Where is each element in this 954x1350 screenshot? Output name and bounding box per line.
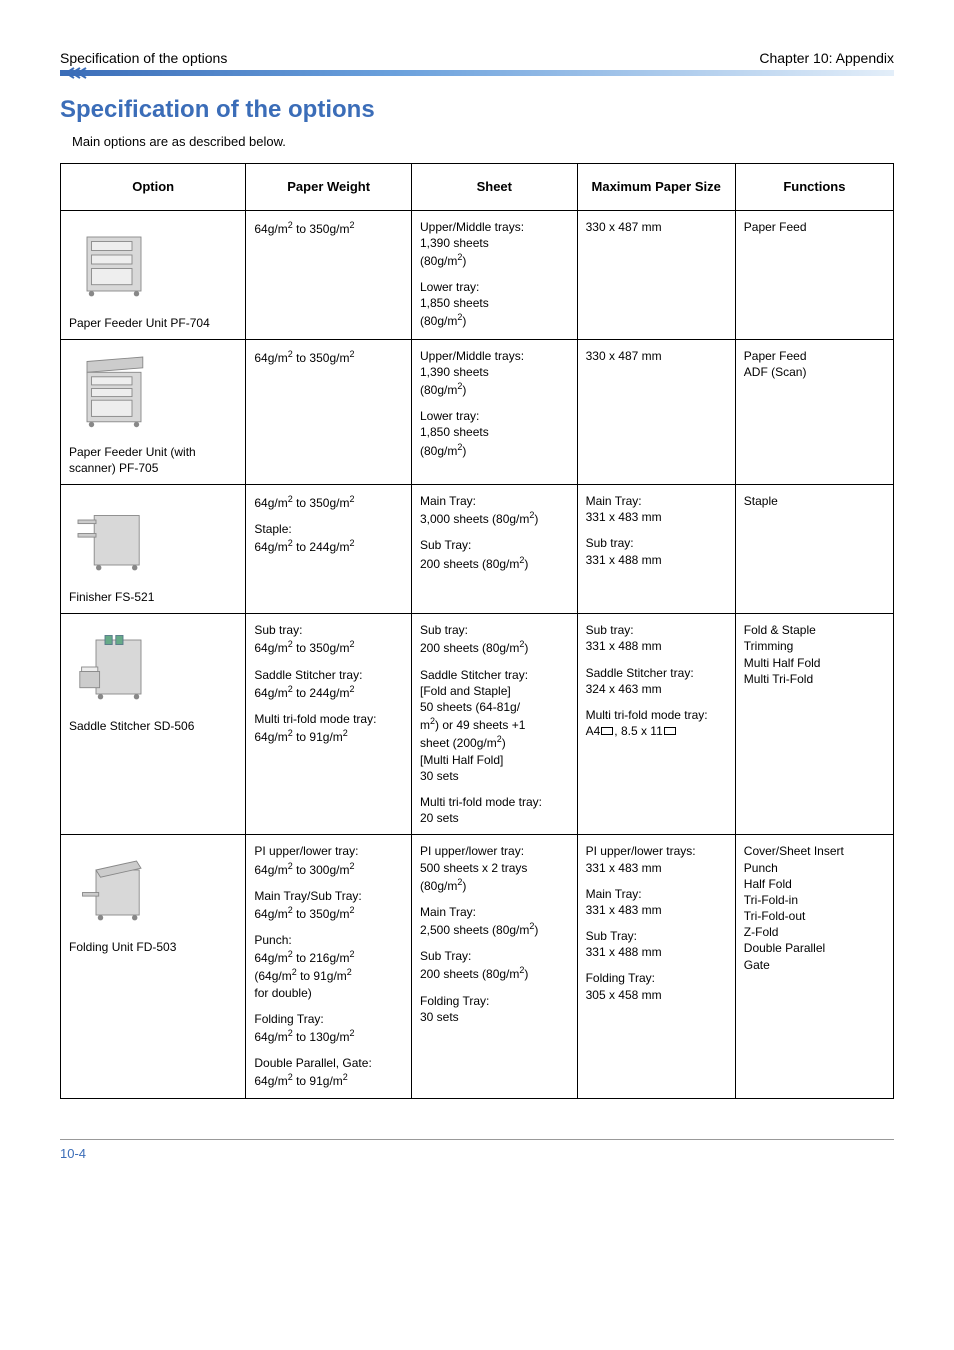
sheet-cell: Main Tray:3,000 sheets (80g/m2)Sub Tray:… [411, 485, 577, 614]
option-cell: Saddle Stitcher SD-506 [61, 614, 246, 835]
header-divider [60, 70, 894, 76]
chevrons-icon [58, 66, 88, 80]
sheet-cell: Upper/Middle trays:1,390 sheets(80g/m2)L… [411, 210, 577, 339]
paper-weight-cell: PI upper/lower tray:64g/m2 to 300g/m2Mai… [246, 835, 412, 1098]
functions-cell: Staple [735, 485, 893, 614]
max-size-cell: 330 x 487 mm [577, 210, 735, 339]
table-header-row: Option Paper Weight Sheet Maximum Paper … [61, 164, 894, 211]
page-footer: 10-4 [60, 1139, 894, 1161]
page-header: Specification of the options Chapter 10:… [60, 50, 894, 66]
option-icon [69, 219, 159, 309]
th-max-size: Maximum Paper Size [577, 164, 735, 211]
max-size-cell: Sub tray:331 x 488 mmSaddle Stitcher tra… [577, 614, 735, 835]
functions-cell: Cover/Sheet InsertPunchHalf FoldTri-Fold… [735, 835, 893, 1098]
paper-weight-cell: 64g/m2 to 350g/m2 [246, 339, 412, 484]
sheet-cell: Sub tray:200 sheets (80g/m2)Saddle Stitc… [411, 614, 577, 835]
option-cell: Finisher FS-521 [61, 485, 246, 614]
section-title: Specification of the options [60, 96, 894, 124]
th-paper-weight: Paper Weight [246, 164, 412, 211]
option-cell: Folding Unit FD-503 [61, 835, 246, 1098]
functions-cell: Paper FeedADF (Scan) [735, 339, 893, 484]
th-functions: Functions [735, 164, 893, 211]
paper-weight-cell: Sub tray:64g/m2 to 350g/m2Saddle Stitche… [246, 614, 412, 835]
option-cell: Paper Feeder Unit PF-704 [61, 210, 246, 339]
table-row: Paper Feeder Unit (with scanner) PF-705 6… [61, 339, 894, 484]
option-icon [69, 843, 159, 933]
option-icon [69, 622, 159, 712]
functions-cell: Paper Feed [735, 210, 893, 339]
option-icon [69, 348, 159, 438]
max-size-cell: 330 x 487 mm [577, 339, 735, 484]
option-icon [69, 493, 159, 583]
option-name: Finisher FS-521 [69, 589, 237, 605]
table-row: Finisher FS-521 64g/m2 to 350g/m2Staple:6… [61, 485, 894, 614]
paper-weight-cell: 64g/m2 to 350g/m2Staple:64g/m2 to 244g/m… [246, 485, 412, 614]
sheet-cell: Upper/Middle trays:1,390 sheets(80g/m2)L… [411, 339, 577, 484]
header-left: Specification of the options [60, 50, 227, 66]
functions-cell: Fold & StapleTrimmingMulti Half FoldMult… [735, 614, 893, 835]
table-row: Paper Feeder Unit PF-704 64g/m2 to 350g/m… [61, 210, 894, 339]
intro-text: Main options are as described below. [72, 134, 894, 149]
table-row: Folding Unit FD-503 PI upper/lower tray:6… [61, 835, 894, 1098]
option-name: Paper Feeder Unit PF-704 [69, 315, 237, 331]
option-name: Folding Unit FD-503 [69, 939, 237, 955]
max-size-cell: PI upper/lower trays:331 x 483 mmMain Tr… [577, 835, 735, 1098]
spec-table: Option Paper Weight Sheet Maximum Paper … [60, 163, 894, 1099]
option-name: Saddle Stitcher SD-506 [69, 718, 237, 734]
sheet-cell: PI upper/lower tray:500 sheets x 2 trays… [411, 835, 577, 1098]
page-number: 10-4 [60, 1146, 86, 1161]
th-option: Option [61, 164, 246, 211]
header-right: Chapter 10: Appendix [759, 50, 894, 66]
option-cell: Paper Feeder Unit (with scanner) PF-705 [61, 339, 246, 484]
paper-weight-cell: 64g/m2 to 350g/m2 [246, 210, 412, 339]
th-sheet: Sheet [411, 164, 577, 211]
table-row: Saddle Stitcher SD-506 Sub tray:64g/m2 to… [61, 614, 894, 835]
max-size-cell: Main Tray:331 x 483 mmSub tray:331 x 488… [577, 485, 735, 614]
option-name: Paper Feeder Unit (with scanner) PF-705 [69, 444, 237, 476]
